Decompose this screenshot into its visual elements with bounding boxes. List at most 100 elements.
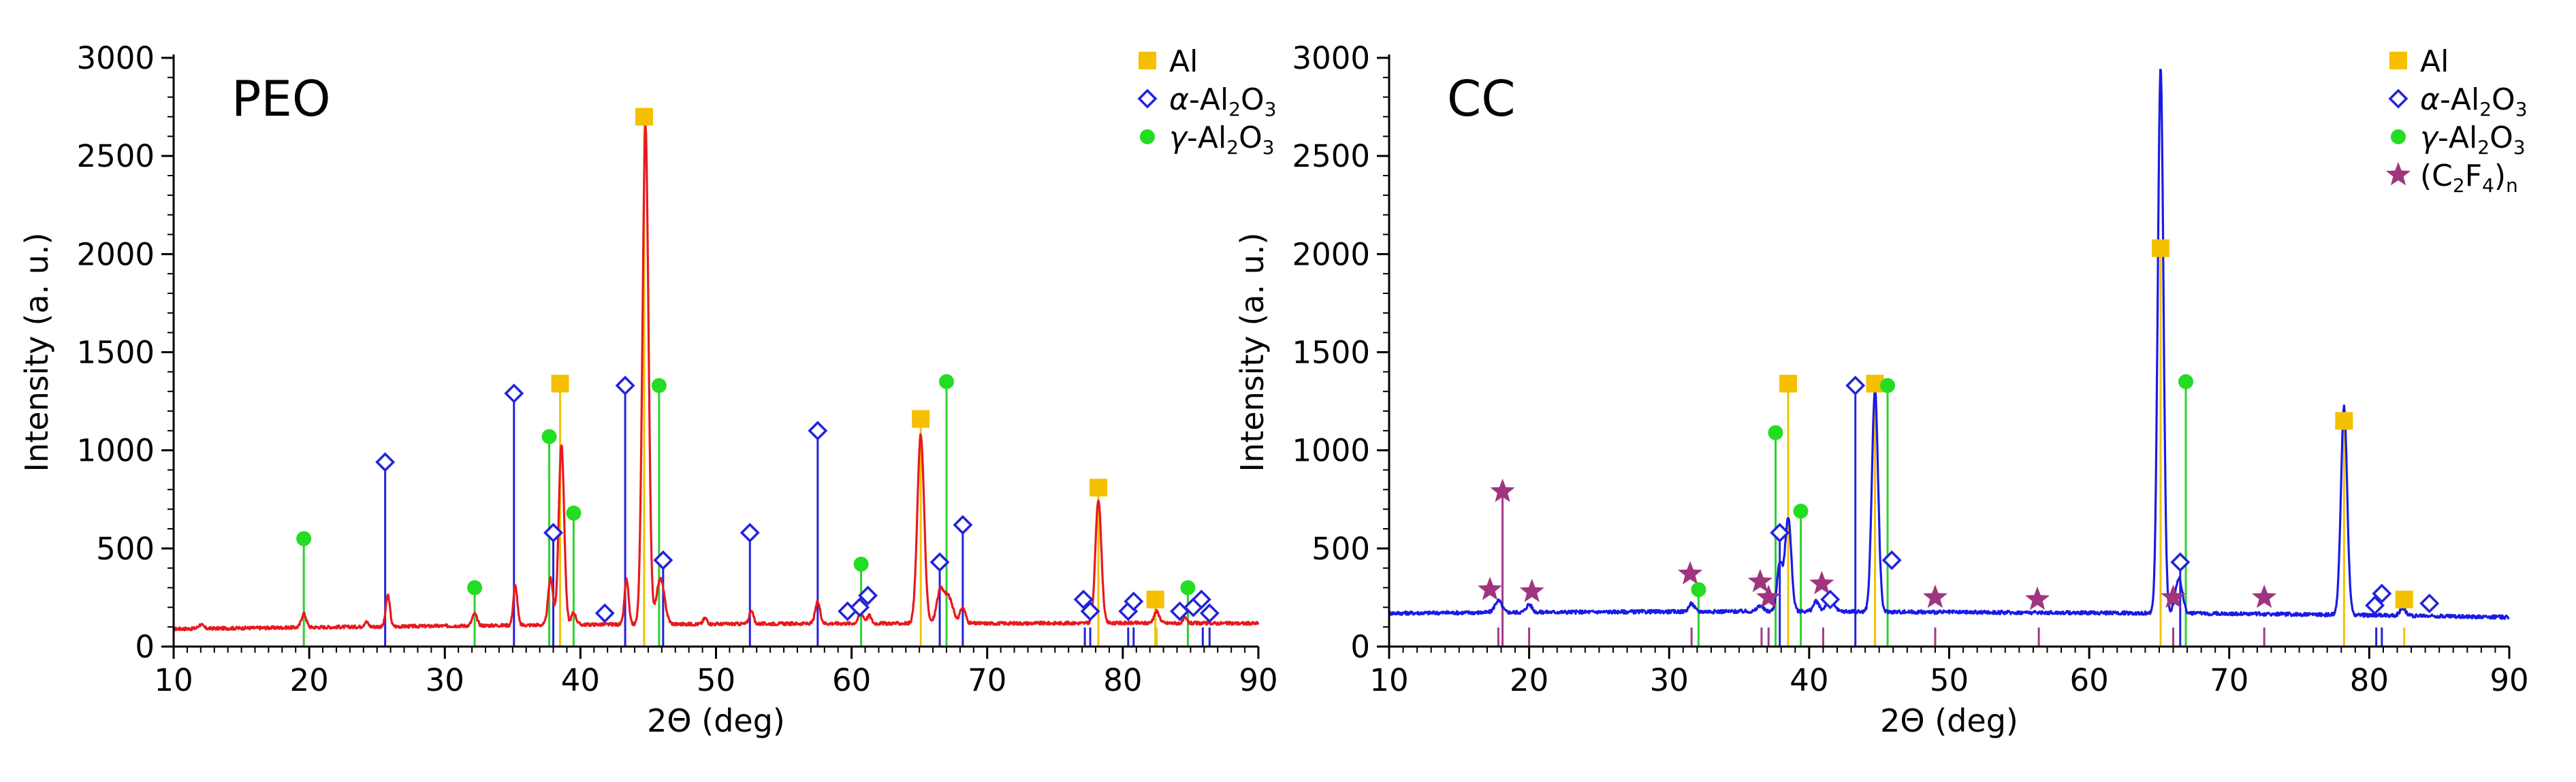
phase-marker-circle (651, 378, 667, 393)
y-axis-label: Intensity (a. u.) (18, 233, 55, 472)
legend-label-part: 4 (2482, 174, 2494, 197)
phase-marker-square (1779, 374, 1798, 393)
phase-marker-diamond (953, 515, 973, 535)
phase-marker-circle (566, 505, 582, 521)
phase-marker-star (1756, 584, 1781, 608)
phase-marker-diamond (1820, 589, 1841, 610)
phase-marker-diamond (1199, 603, 1220, 623)
legend-label-part: O (1241, 82, 1265, 117)
x-tick-label: 70 (968, 662, 1006, 698)
legend-label-part: -Al (2438, 120, 2477, 155)
x-tick-label: 50 (1930, 662, 1969, 698)
legend-marker-diamond (1137, 88, 1158, 109)
legend-marker-circle (2391, 129, 2406, 144)
legend-label-part: 2 (2477, 136, 2490, 159)
phase-marker-star (2252, 584, 2277, 608)
phase-marker-diamond (808, 421, 828, 441)
phase-marker-diamond (2419, 593, 2440, 614)
phase-marker-star (2161, 584, 2186, 608)
legend-label-part: 2 (1228, 98, 1241, 120)
legend-label-part: -Al (1187, 120, 1226, 155)
phase-marker-diamond (504, 383, 524, 404)
legend-label-part: F (2465, 159, 2482, 193)
y-tick-label: 2000 (76, 236, 155, 272)
x-tick-label: 40 (561, 662, 600, 698)
legend-label: α-Al2O3 (2420, 82, 2528, 120)
legend-label: (C2F4)n (2420, 159, 2518, 197)
x-tick-label: 70 (2210, 662, 2248, 698)
legend-label-part: α (1169, 82, 1189, 117)
y-tick-label: 2500 (1292, 138, 1370, 174)
x-tick-label: 90 (2490, 662, 2528, 698)
legend-marker-square (2389, 52, 2407, 69)
phase-marker-diamond (2170, 552, 2191, 572)
legend-label-part: 2 (2479, 98, 2492, 120)
phase-marker-diamond (2372, 583, 2392, 604)
phase-marker-circle (1768, 425, 1783, 440)
y-tick-label: 1500 (1292, 335, 1370, 371)
phase-marker-star (1809, 570, 1834, 595)
y-tick-label: 2000 (1292, 236, 1370, 272)
phase-marker-diamond (929, 552, 950, 572)
phase-marker-diamond (850, 597, 870, 617)
legend-label-part: α (2420, 82, 2440, 117)
panel-title: PEO (232, 70, 331, 127)
x-tick-label: 60 (832, 662, 871, 698)
phase-marker-circle (853, 556, 869, 572)
phase-marker-circle (541, 429, 557, 444)
phase-marker-star (1478, 576, 1503, 600)
x-tick-label: 10 (154, 662, 193, 698)
y-tick-label: 500 (96, 531, 155, 567)
phase-marker-diamond (1191, 589, 1211, 610)
x-tick-label: 40 (1790, 662, 1828, 698)
phase-marker-star (1747, 568, 1772, 593)
x-axis-label: 2Θ (deg) (647, 702, 785, 739)
phase-marker-square (2151, 239, 2169, 257)
phase-marker-square (1090, 478, 1108, 497)
phase-marker-square (2395, 590, 2413, 608)
legend-label-part: O (2490, 120, 2513, 155)
phase-marker-diamond (1073, 589, 1094, 610)
legend-label-part: (C (2420, 159, 2453, 193)
peo-panel: 10 20 30 40 50 60 70 80 90 0 500 1000 1500 2000 2500 30… (18, 40, 1278, 739)
phase-marker-square (912, 410, 930, 428)
legend-label-part: O (2492, 82, 2515, 117)
legend-label: Al (1169, 44, 1198, 79)
phase-marker-diamond (615, 376, 635, 395)
y-tick-label: 1000 (76, 433, 155, 469)
phase-marker-diamond (375, 452, 396, 472)
phase-marker-circle (1691, 582, 1706, 598)
x-tick-label: 80 (2350, 662, 2389, 698)
y-tick-label: 0 (135, 629, 155, 665)
phase-marker-diamond (858, 585, 878, 606)
phase-marker-diamond (2365, 595, 2385, 615)
legend-label: Al (2420, 44, 2449, 79)
x-tick-label: 50 (697, 662, 735, 698)
phase-marker-diamond (740, 523, 760, 543)
phase-marker-diamond (543, 523, 564, 543)
legend-marker-star (2385, 162, 2411, 186)
phase-marker-diamond (1080, 601, 1100, 621)
phase-marker-circle (1793, 504, 1809, 519)
x-tick-label: 30 (426, 662, 464, 698)
panel-title: CC (1447, 70, 1516, 127)
legend-label-part: 2 (2453, 174, 2465, 197)
legend-marker-diamond (2388, 88, 2408, 109)
legend: Alα-Al2O 3γ-Al2O3 (1137, 44, 1277, 159)
phase-marker-square (2335, 412, 2353, 430)
legend-label: γ-Al2O3 (2420, 120, 2526, 159)
legend-label: γ-Al2O3 (1169, 120, 1275, 159)
x-tick-label: 30 (1650, 662, 1689, 698)
legend-marker-circle (1140, 129, 1155, 144)
legend-marker-square (1139, 52, 1156, 69)
phase-marker-circle (2178, 374, 2194, 389)
legend-label-part: n (2506, 174, 2518, 197)
phase-marker-circle (939, 374, 955, 389)
legend-label-part: 3 (1262, 136, 1275, 159)
phase-marker-diamond (653, 550, 673, 570)
cc-panel: 10 20 30 40 50 60 70 80 90 0 500 1000 1500 2000 2500 30… (1234, 40, 2529, 739)
diffraction-pattern-line (173, 123, 1260, 632)
phase-marker-diamond (1770, 523, 1790, 543)
